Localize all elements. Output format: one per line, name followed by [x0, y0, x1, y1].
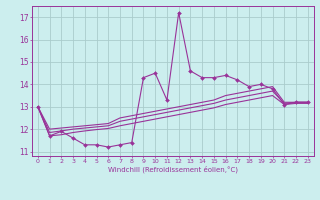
- X-axis label: Windchill (Refroidissement éolien,°C): Windchill (Refroidissement éolien,°C): [108, 166, 238, 173]
